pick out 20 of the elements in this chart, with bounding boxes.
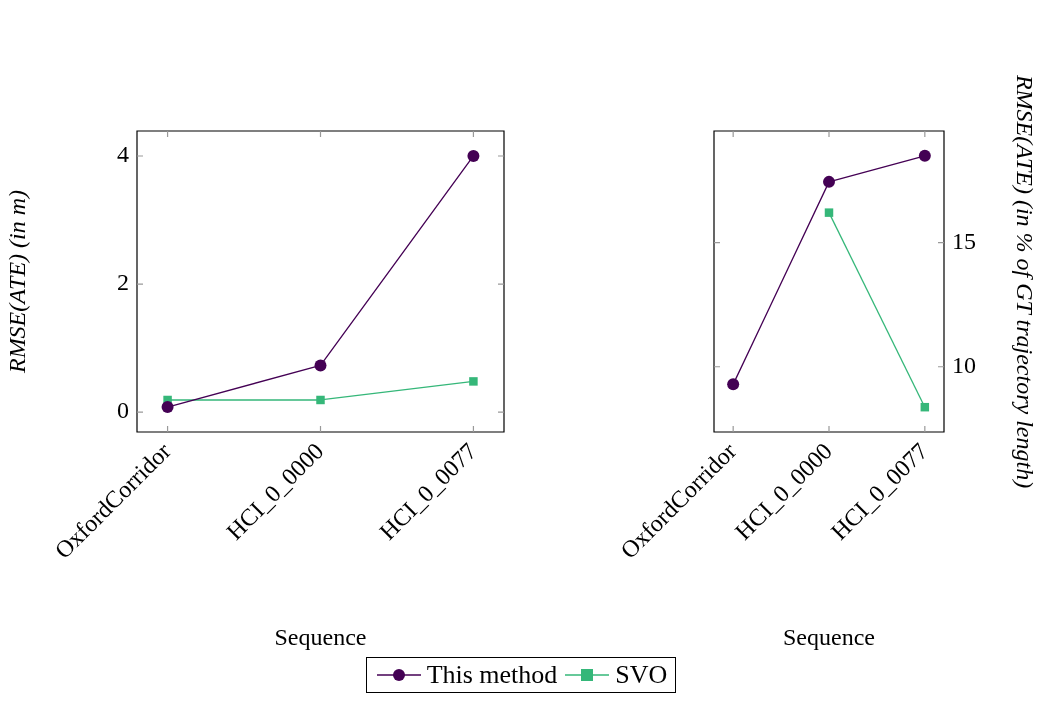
point [316, 395, 325, 405]
y-tick-label: 0 [117, 397, 129, 424]
point [823, 175, 835, 188]
legend-label: SVO [615, 660, 668, 690]
point [918, 149, 931, 162]
y2-axis-title: RMSE(ATE) (in % of GT trajectory length) [1012, 73, 1039, 489]
x-axis-title: Sequence [783, 623, 875, 650]
y-tick-label: 4 [117, 141, 129, 168]
x-axis-title: Sequence [274, 623, 367, 650]
y2-tick-label: 10 [952, 352, 976, 379]
point [469, 377, 478, 386]
point [467, 149, 480, 162]
y2-tick-label: 15 [952, 227, 976, 254]
point [727, 378, 740, 391]
y-axis-title: RMSE(ATE) (in m) [3, 189, 30, 375]
point [161, 401, 174, 414]
point [314, 359, 327, 372]
point [824, 208, 834, 217]
legend-label: This method [426, 660, 558, 690]
y-tick-label: 2 [117, 269, 129, 296]
